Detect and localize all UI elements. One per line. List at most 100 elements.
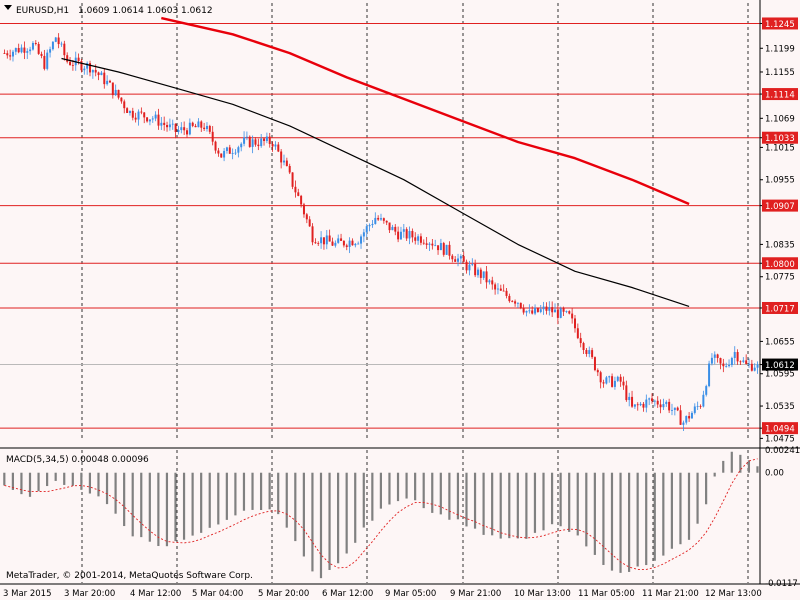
candle-166: [476, 267, 479, 278]
candle-body-92: [265, 136, 268, 142]
candle-244: [699, 404, 702, 409]
candle-252: [722, 358, 725, 373]
candle-13: [40, 51, 43, 59]
candle-body-108: [311, 226, 314, 243]
macd-bar-39: [114, 472, 117, 514]
candle-22: [66, 52, 69, 64]
candle-43: [126, 107, 129, 113]
candle-body-21: [63, 43, 66, 56]
candle-121: [348, 237, 351, 254]
candle-228: [653, 399, 656, 407]
candle-body-187: [536, 307, 539, 312]
macd-bar-12: [37, 472, 40, 492]
candle-111: [320, 231, 323, 249]
candle-body-121: [348, 240, 351, 247]
candle-body-149: [428, 243, 431, 245]
candle-body-31: [91, 69, 94, 73]
candle-body-122: [351, 240, 354, 246]
macd-bar-249: [713, 472, 716, 477]
candle-body-215: [616, 376, 619, 381]
candle-body-10: [31, 42, 34, 50]
candle-body-144: [414, 237, 417, 241]
candle-body-213: [611, 376, 614, 387]
macd-signal-line: [4, 458, 758, 570]
candle-10: [31, 41, 34, 51]
candle-body-186: [534, 307, 537, 314]
candle-body-5: [17, 48, 20, 53]
chart-symbol-label: EURUSD,H1: [16, 6, 69, 16]
candle-body-194: [556, 309, 559, 318]
candle-15: [46, 49, 49, 71]
candle-67: [194, 123, 197, 128]
macd-bar-258: [739, 454, 742, 473]
candle-72: [208, 124, 211, 135]
candle-113: [325, 230, 328, 250]
time-tick-label-8: 10 Mar 13:00: [514, 589, 571, 599]
candle-253: [725, 362, 728, 368]
macd-bar-66: [191, 472, 194, 536]
candle-body-172: [494, 284, 497, 290]
candle-body-72: [208, 125, 211, 132]
candle-29: [86, 61, 89, 75]
candle-92: [265, 132, 268, 144]
candle-254: [728, 359, 731, 368]
macd-bar-135: [388, 472, 391, 505]
candle-body-220: [631, 396, 634, 407]
candle-body-116: [334, 242, 337, 246]
candle-46: [134, 112, 137, 123]
candle-93: [268, 132, 271, 148]
macd-bar-141: [405, 472, 408, 499]
candle-body-199: [571, 313, 574, 319]
candle-206: [591, 347, 594, 360]
macd-bar-147: [422, 472, 425, 509]
candle-153: [439, 238, 442, 251]
macd-bar-231: [662, 472, 665, 556]
candle-31: [91, 69, 94, 79]
candle-64: [186, 127, 189, 138]
time-tick-label-3: 5 Mar 04:00: [192, 589, 243, 599]
macd-bar-189: [542, 472, 545, 531]
chart-grid: [0, 3, 760, 583]
macd-bar-171: [491, 472, 494, 536]
candle-198: [568, 310, 571, 315]
candle-body-211: [605, 377, 608, 384]
candle-6: [20, 44, 23, 54]
candle-body-113: [325, 235, 328, 245]
candle-body-145: [417, 236, 420, 241]
chart-menu-icon[interactable]: [4, 5, 12, 10]
candle-body-85: [245, 136, 248, 138]
candle-258: [739, 360, 742, 365]
candle-body-258: [739, 361, 742, 363]
candle-body-191: [548, 307, 551, 311]
candle-body-219: [628, 396, 631, 401]
candle-131: [377, 215, 380, 221]
candle-51: [148, 119, 151, 126]
candle-body-38: [111, 82, 114, 96]
macd-bar-84: [242, 472, 246, 511]
macd-bar-132: [379, 472, 382, 509]
macd-bar-219: [627, 472, 631, 572]
macd-bar-72: [208, 472, 211, 528]
candle-body-119: [342, 240, 345, 246]
candle-body-101: [291, 172, 294, 187]
candle-200: [573, 314, 576, 333]
candle-218: [625, 380, 628, 402]
macd-bar-81: [234, 472, 237, 516]
candle-body-207: [593, 357, 596, 371]
candle-body-29: [86, 63, 89, 69]
candle-body-95: [274, 144, 277, 147]
candle-body-242: [693, 406, 696, 413]
candle-body-69: [200, 121, 203, 128]
macd-bar-207: [593, 472, 596, 555]
candle-133: [382, 217, 385, 224]
candle-209: [599, 370, 602, 389]
candle-body-227: [651, 398, 654, 402]
candle-116: [334, 240, 337, 248]
candle-body-30: [89, 63, 92, 73]
candle-body-81: [234, 152, 237, 154]
candle-body-236: [676, 407, 679, 411]
price-tick-label-11: 1.0775: [765, 273, 795, 283]
macd-histogram: [0, 447, 800, 579]
candle-229: [656, 396, 659, 408]
